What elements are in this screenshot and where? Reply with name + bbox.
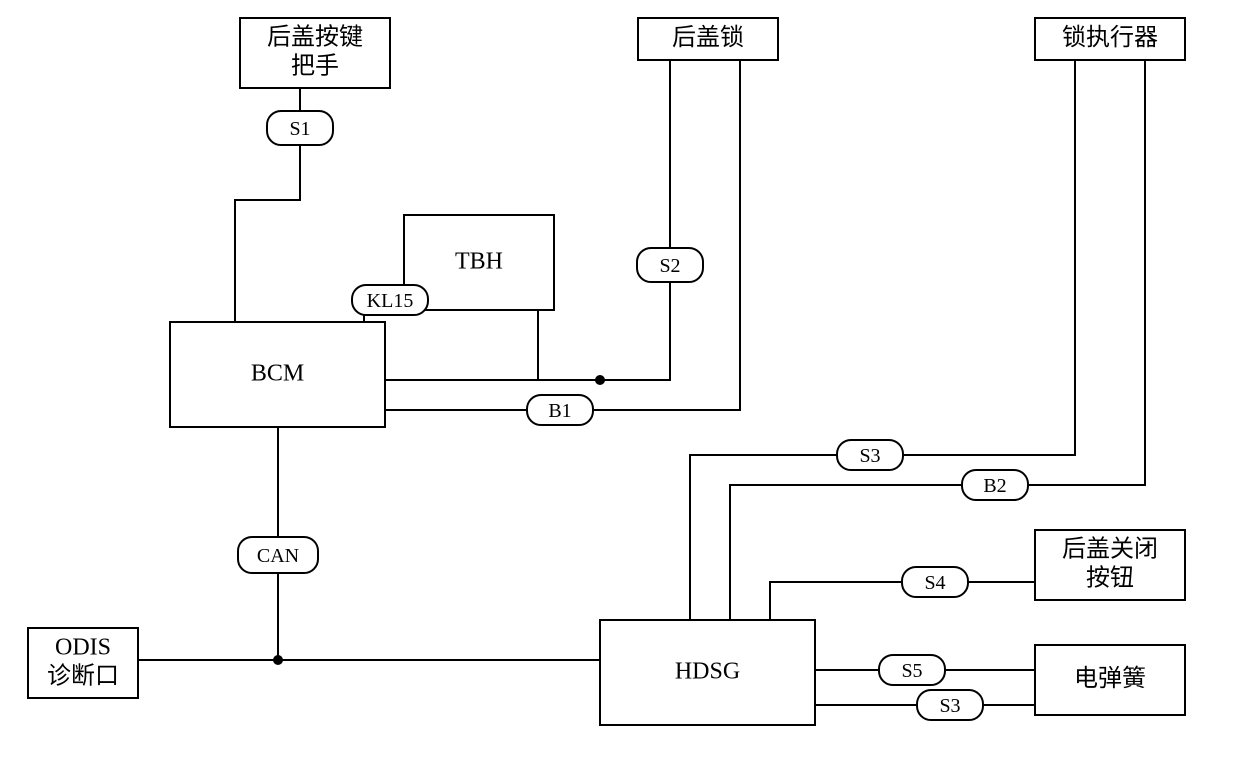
node-label-bcm-0: BCM <box>251 361 304 387</box>
node-label-tbh-0: TBH <box>455 249 503 275</box>
s2-down <box>600 282 670 380</box>
node-label-rear_button_handle-0: 后盖按键 <box>267 24 363 51</box>
pill-kl15: KL15 <box>352 285 428 315</box>
pill-s2: S2 <box>637 248 703 282</box>
pill-label-can: CAN <box>257 545 299 567</box>
bcm-tbh-lower <box>385 310 600 380</box>
pill-label-s3a: S3 <box>859 445 880 467</box>
pill-s3a: S3 <box>837 440 903 470</box>
node-lock_actuator: 锁执行器 <box>1035 18 1185 60</box>
pill-s3b: S3 <box>917 690 983 720</box>
pill-label-s2: S2 <box>659 255 680 277</box>
can-to-odis <box>138 573 278 660</box>
pill-label-s4: S4 <box>924 572 945 594</box>
node-label-lock_actuator-0: 锁执行器 <box>1062 24 1158 51</box>
junction-j_bcm_tbh_s2 <box>595 375 605 385</box>
pill-label-s3b: S3 <box>939 695 960 717</box>
node-spring: 电弹簧 <box>1035 645 1185 715</box>
pill-label-s1: S1 <box>289 118 310 140</box>
pill-s1: S1 <box>267 111 333 145</box>
s1-to-bcm <box>235 145 300 322</box>
node-bcm: BCM <box>170 322 385 427</box>
pill-label-b1: B1 <box>548 400 571 422</box>
node-label-spring-0: 电弹簧 <box>1074 665 1146 692</box>
node-odis: ODIS诊断口 <box>28 628 138 698</box>
node-hdsg: HDSG <box>600 620 815 725</box>
pill-label-s5: S5 <box>901 660 922 682</box>
node-label-hdsg-0: HDSG <box>675 659 740 685</box>
node-close_button: 后盖关闭按钮 <box>1035 530 1185 600</box>
node-rear_button_handle: 后盖按键把手 <box>240 18 390 88</box>
node-label-close_button-1: 按钮 <box>1086 564 1134 591</box>
node-label-rear_lock-0: 后盖锁 <box>672 24 744 51</box>
node-label-odis-1: 诊断口 <box>47 662 119 689</box>
hdsg-s3-actuator <box>690 60 1075 620</box>
pill-can: CAN <box>238 537 318 573</box>
pill-s4: S4 <box>902 567 968 597</box>
node-label-odis-0: ODIS <box>55 635 111 661</box>
node-rear_lock: 后盖锁 <box>638 18 778 60</box>
pill-label-b2: B2 <box>983 475 1006 497</box>
node-label-rear_button_handle-1: 把手 <box>291 52 339 79</box>
junction-j_can_hdsg <box>273 655 283 665</box>
pill-label-kl15: KL15 <box>367 290 414 312</box>
pill-b1: B1 <box>527 395 593 425</box>
pill-b2: B2 <box>962 470 1028 500</box>
node-label-close_button-0: 后盖关闭 <box>1062 536 1158 563</box>
pill-s5: S5 <box>879 655 945 685</box>
